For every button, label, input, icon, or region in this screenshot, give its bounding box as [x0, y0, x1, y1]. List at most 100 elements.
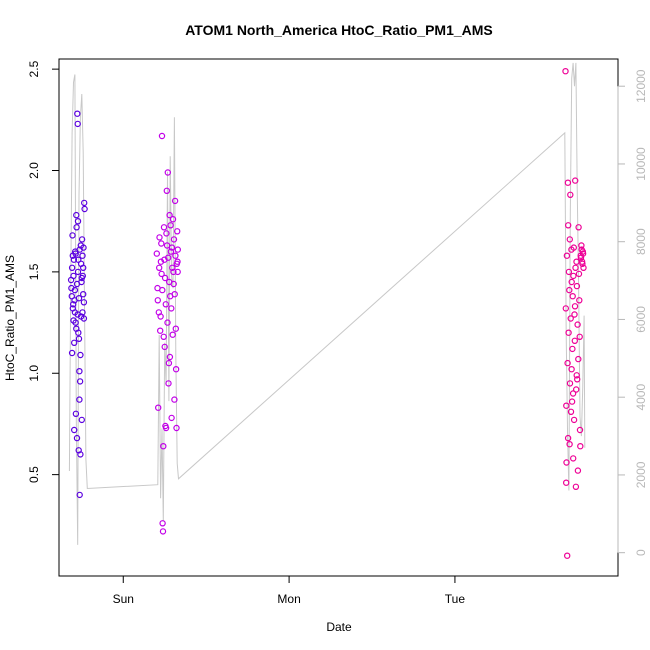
data-point: [574, 321, 581, 328]
data-point: [171, 396, 178, 403]
data-point: [153, 250, 160, 257]
data-point: [572, 483, 580, 490]
data-point: [573, 372, 580, 379]
data-point: [70, 272, 77, 280]
y2-tick-label: 6000: [634, 306, 648, 333]
data-point: [70, 256, 78, 263]
data-point: [580, 264, 587, 271]
data-point: [167, 222, 174, 229]
data-point: [74, 110, 81, 117]
data-point: [568, 398, 576, 405]
x-tick-label: Tue: [445, 592, 466, 606]
data-point: [576, 426, 584, 434]
data-point: [73, 325, 80, 332]
plot-border: [58, 58, 619, 577]
data-point: [73, 434, 81, 442]
data-point: [569, 293, 576, 300]
data-points: [67, 67, 587, 559]
data-point: [76, 396, 83, 403]
data-point: [160, 443, 167, 450]
data-point: [78, 236, 86, 243]
data-point: [165, 380, 172, 387]
data-point: [75, 256, 82, 263]
data-point: [75, 295, 83, 302]
y2-tick-label: 2000: [634, 461, 648, 488]
data-point: [172, 325, 179, 332]
data-point: [76, 368, 83, 375]
y-tick-label: 2.0: [27, 162, 41, 179]
data-point: [570, 272, 577, 280]
data-point: [69, 232, 76, 239]
data-point: [563, 402, 570, 409]
data-point: [75, 335, 83, 342]
data-point: [576, 297, 583, 304]
y-axis-label: HtoC_Ratio_PM1_AMS: [3, 255, 17, 381]
data-point: [174, 268, 181, 276]
data-point: [73, 280, 81, 288]
data-point: [165, 359, 173, 367]
data-point: [173, 260, 180, 267]
data-point: [565, 329, 572, 336]
data-point: [164, 319, 171, 326]
data-point: [569, 390, 577, 397]
data-point: [167, 248, 175, 255]
data-point: [73, 224, 80, 231]
data-point: [71, 286, 79, 294]
data-point: [566, 286, 573, 294]
y-tick-label: 1.5: [27, 263, 41, 280]
data-point: [572, 177, 579, 184]
data-point: [158, 240, 165, 247]
data-point: [169, 264, 176, 271]
data-point: [574, 467, 582, 474]
data-point: [159, 528, 167, 535]
data-point: [577, 443, 584, 450]
data-point: [566, 236, 574, 243]
data-point: [162, 301, 169, 308]
data-point: [169, 331, 176, 338]
data-point: [579, 250, 587, 257]
data-point: [573, 386, 580, 393]
data-point: [174, 246, 181, 253]
data-point: [163, 187, 170, 194]
data-point: [566, 441, 573, 448]
data-point: [168, 305, 175, 312]
chart-title: ATOM1 North_America HtoC_Ratio_PM1_AMS: [185, 22, 493, 38]
data-point: [170, 268, 177, 276]
x-tick-label: Sun: [113, 592, 134, 606]
data-point: [79, 264, 87, 271]
data-point: [571, 337, 579, 344]
data-point: [573, 282, 581, 290]
data-point: [564, 179, 572, 186]
data-point: [76, 246, 83, 253]
data-point: [158, 270, 165, 278]
data-point: [567, 315, 574, 322]
data-point: [563, 252, 571, 259]
data-point: [81, 205, 88, 213]
data-point: [72, 410, 80, 417]
y2-tick-label: 10000: [634, 147, 648, 181]
data-point: [574, 376, 581, 383]
data-point: [156, 327, 164, 334]
data-point: [571, 311, 578, 318]
data-point: [68, 349, 76, 357]
data-point: [162, 424, 170, 432]
y2-tick-label: 8000: [634, 228, 648, 255]
data-point: [564, 434, 572, 442]
data-point: [564, 552, 571, 559]
data-point: [173, 424, 180, 432]
data-point: [158, 132, 166, 140]
data-point: [74, 120, 81, 128]
series-line-3: [68, 62, 586, 545]
data-point: [570, 416, 578, 424]
data-point: [154, 404, 162, 411]
data-point: [80, 299, 88, 306]
data-point: [563, 459, 570, 466]
data-point: [69, 301, 77, 308]
data-point: [74, 268, 82, 276]
y2-tick-label: 4000: [634, 384, 648, 411]
plot-area: [58, 58, 619, 577]
data-point: [159, 520, 166, 527]
data-point: [169, 215, 177, 223]
data-point: [72, 250, 79, 257]
